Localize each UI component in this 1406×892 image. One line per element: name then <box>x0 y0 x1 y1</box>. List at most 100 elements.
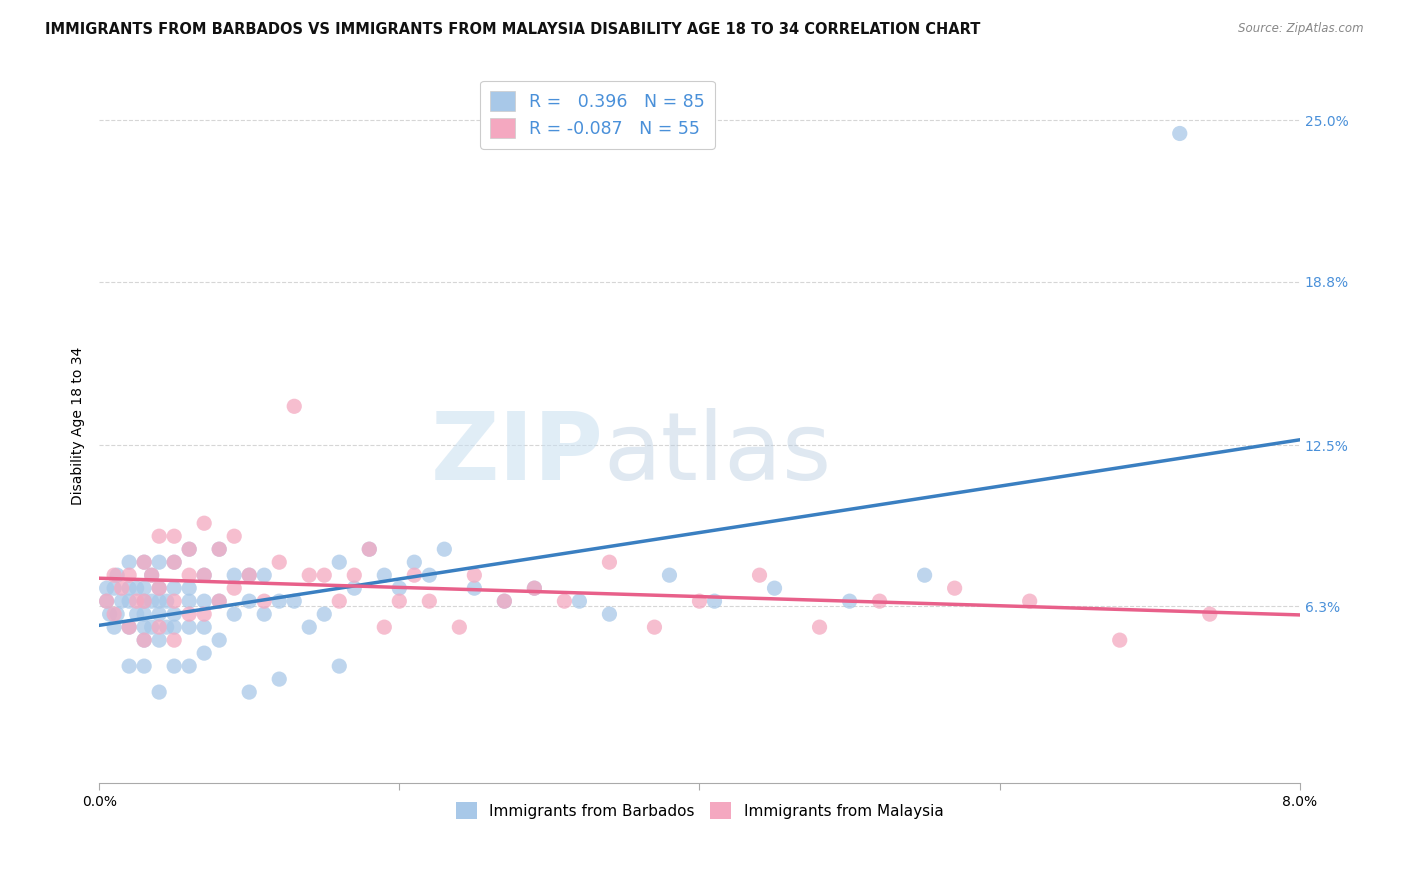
Point <box>148 620 170 634</box>
Point <box>463 581 485 595</box>
Point <box>141 568 163 582</box>
Point <box>163 620 186 634</box>
Point <box>156 594 179 608</box>
Point <box>103 581 125 595</box>
Point <box>148 529 170 543</box>
Point <box>568 594 591 608</box>
Point <box>134 555 156 569</box>
Point <box>1198 607 1220 622</box>
Point <box>388 581 411 595</box>
Point <box>141 620 163 634</box>
Point <box>869 594 891 608</box>
Point <box>328 659 350 673</box>
Point <box>118 620 141 634</box>
Point <box>238 568 260 582</box>
Point <box>148 607 170 622</box>
Point <box>298 620 321 634</box>
Point <box>96 594 118 608</box>
Point <box>224 607 246 622</box>
Point <box>105 607 128 622</box>
Point <box>179 542 201 557</box>
Point <box>193 568 215 582</box>
Point <box>103 607 125 622</box>
Point <box>838 594 860 608</box>
Point <box>118 568 141 582</box>
Point <box>314 568 336 582</box>
Point <box>373 620 395 634</box>
Point <box>105 568 128 582</box>
Point <box>179 568 201 582</box>
Point <box>388 594 411 608</box>
Point <box>238 568 260 582</box>
Legend: Immigrants from Barbados, Immigrants from Malaysia: Immigrants from Barbados, Immigrants fro… <box>450 796 949 825</box>
Text: IMMIGRANTS FROM BARBADOS VS IMMIGRANTS FROM MALAYSIA DISABILITY AGE 18 TO 34 COR: IMMIGRANTS FROM BARBADOS VS IMMIGRANTS F… <box>45 22 980 37</box>
Point <box>118 659 141 673</box>
Point <box>433 542 456 557</box>
Point <box>269 555 291 569</box>
Point <box>156 620 179 634</box>
Point <box>148 685 170 699</box>
Point <box>134 633 156 648</box>
Point <box>125 607 148 622</box>
Point <box>418 568 440 582</box>
Point <box>269 672 291 686</box>
Point <box>449 620 471 634</box>
Point <box>343 581 366 595</box>
Point <box>98 607 121 622</box>
Point <box>359 542 381 557</box>
Point <box>134 633 156 648</box>
Point <box>208 542 231 557</box>
Text: Source: ZipAtlas.com: Source: ZipAtlas.com <box>1239 22 1364 36</box>
Point <box>658 568 681 582</box>
Point <box>238 594 260 608</box>
Point <box>283 594 305 608</box>
Point <box>179 542 201 557</box>
Point <box>134 581 156 595</box>
Point <box>359 542 381 557</box>
Point <box>134 607 156 622</box>
Point <box>179 607 201 622</box>
Point <box>179 594 201 608</box>
Point <box>163 633 186 648</box>
Point <box>111 581 134 595</box>
Point <box>404 568 426 582</box>
Point <box>283 399 305 413</box>
Point <box>1018 594 1040 608</box>
Point <box>118 594 141 608</box>
Point <box>494 594 516 608</box>
Point <box>224 568 246 582</box>
Point <box>688 594 710 608</box>
Point <box>193 646 215 660</box>
Point <box>125 594 148 608</box>
Point <box>163 607 186 622</box>
Point <box>523 581 546 595</box>
Point <box>193 620 215 634</box>
Point <box>179 620 201 634</box>
Point <box>163 581 186 595</box>
Point <box>298 568 321 582</box>
Point <box>96 581 118 595</box>
Point <box>134 659 156 673</box>
Point <box>141 568 163 582</box>
Point <box>703 594 725 608</box>
Point <box>148 555 170 569</box>
Point <box>253 594 276 608</box>
Point <box>163 659 186 673</box>
Point <box>253 607 276 622</box>
Point <box>314 607 336 622</box>
Point <box>134 594 156 608</box>
Point <box>134 594 156 608</box>
Point <box>643 620 665 634</box>
Point <box>748 568 770 582</box>
Point <box>193 568 215 582</box>
Point <box>1108 633 1130 648</box>
Point <box>103 568 125 582</box>
Y-axis label: Disability Age 18 to 34: Disability Age 18 to 34 <box>72 347 86 505</box>
Point <box>208 633 231 648</box>
Point <box>553 594 575 608</box>
Point <box>148 581 170 595</box>
Point <box>163 555 186 569</box>
Point <box>125 581 148 595</box>
Point <box>463 568 485 582</box>
Point <box>148 594 170 608</box>
